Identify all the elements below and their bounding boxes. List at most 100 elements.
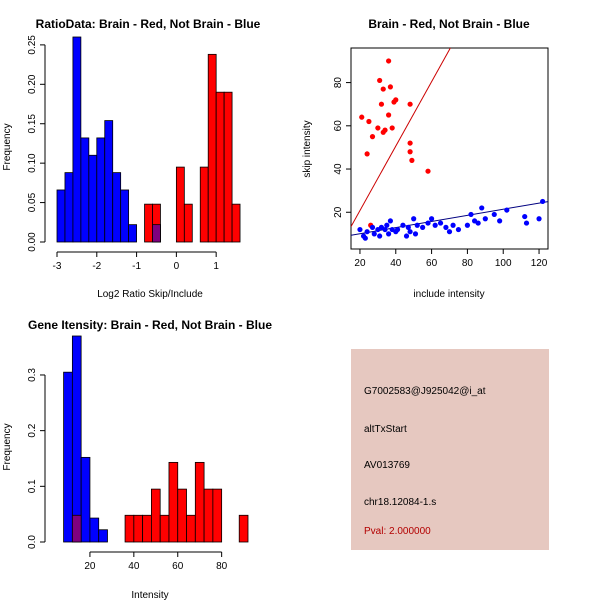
- brain-point: [375, 125, 381, 131]
- not-brain-point: [540, 198, 546, 205]
- y-tick-label: 0.2: [27, 423, 38, 437]
- not-brain-point: [497, 218, 503, 224]
- x-tick-label: 40: [128, 561, 140, 572]
- not-brain-point: [411, 216, 417, 222]
- chart-title: RatioData: Brain - Red, Not Brain - Blue: [36, 17, 261, 31]
- brain-bar: [159, 514, 170, 543]
- brain-point: [409, 157, 415, 163]
- brain-bar: [231, 203, 241, 243]
- info-panel: G7002583@J925042@i_at altTxStart AV01376…: [351, 349, 549, 550]
- not-brain-point: [468, 211, 474, 218]
- not-brain-bar: [80, 456, 91, 543]
- y-tick-label: 0.05: [27, 192, 38, 212]
- y-tick-label: 0.00: [27, 232, 38, 252]
- brain-bar: [142, 514, 152, 543]
- brain-point: [369, 134, 376, 140]
- not-brain-point: [420, 224, 426, 230]
- brain-bar: [151, 488, 161, 543]
- plot-frame: [350, 47, 549, 250]
- not-brain-point: [437, 220, 444, 226]
- y-axis-label: skip intensity: [302, 120, 313, 177]
- not-brain-bar: [104, 120, 114, 243]
- not-brain-point: [443, 224, 449, 230]
- brain-point: [425, 168, 431, 174]
- not-brain-bar: [63, 371, 73, 543]
- not-brain-point: [482, 216, 488, 222]
- not-brain-point: [475, 220, 481, 226]
- not-brain-point: [464, 222, 471, 228]
- brain-fit-line: [351, 48, 451, 227]
- y-tick-label: 20: [333, 206, 344, 218]
- y-tick-label: 0.0: [27, 535, 38, 549]
- brain-point: [377, 77, 383, 84]
- x-tick-label: 20: [84, 561, 96, 572]
- pvalue-text: Pval: 2.000000: [364, 526, 431, 537]
- x-axis-label: Intensity: [131, 590, 168, 600]
- not-brain-point: [504, 207, 510, 213]
- y-axis-label: Frequency: [2, 123, 13, 170]
- not-brain-point: [394, 226, 401, 233]
- not-brain-point: [522, 213, 528, 220]
- y-tick-label: 80: [333, 77, 344, 89]
- brain-point: [389, 125, 395, 131]
- not-brain-point: [479, 205, 485, 211]
- brain-bar: [168, 461, 179, 543]
- not-brain-point: [386, 231, 392, 237]
- x-tick-label: 40: [390, 258, 402, 269]
- not-brain-point: [432, 222, 438, 228]
- not-brain-bar: [64, 172, 74, 243]
- brain-point: [366, 118, 372, 125]
- not-brain-point: [536, 216, 542, 222]
- not-brain-point: [357, 226, 363, 233]
- brain-bar: [203, 488, 214, 543]
- not-brain-point: [450, 222, 456, 228]
- accession-id: AV013769: [364, 460, 410, 471]
- y-axis-label: Frequency: [2, 423, 13, 470]
- y-tick-label: 60: [333, 120, 344, 132]
- y-tick-label: 0.15: [27, 114, 38, 134]
- not-brain-point: [414, 222, 420, 228]
- not-brain-point: [369, 224, 376, 230]
- event-type: altTxStart: [364, 424, 407, 435]
- not-brain-point: [382, 226, 388, 233]
- brain-point: [386, 112, 392, 118]
- not-brain-bar: [112, 172, 122, 243]
- x-tick-label: -1: [132, 261, 141, 272]
- x-tick-label: 1: [213, 261, 219, 272]
- brain-bar: [144, 203, 153, 243]
- x-tick-label: 80: [462, 258, 474, 269]
- brain-point: [359, 114, 365, 120]
- x-tick-label: 120: [531, 258, 548, 269]
- not-brain-point: [362, 235, 368, 241]
- not-brain-bar: [71, 335, 82, 543]
- brain-bar: [183, 203, 193, 243]
- not-brain-point: [387, 218, 393, 224]
- not-brain-point: [400, 222, 406, 228]
- brain-bar: [194, 461, 205, 543]
- x-tick-label: 20: [354, 258, 366, 269]
- x-tick-label: 60: [426, 258, 438, 269]
- not-brain-point: [425, 220, 431, 226]
- not-brain-point: [364, 229, 370, 235]
- brain-bar: [207, 53, 217, 243]
- brain-bar: [199, 166, 209, 243]
- chart-title: Gene Itensity: Brain - Red, Not Brain - …: [28, 318, 272, 332]
- not-brain-point: [428, 216, 435, 222]
- not-brain-point: [455, 226, 462, 233]
- chart-title: Brain - Red, Not Brain - Blue: [368, 17, 530, 31]
- not-brain-point: [377, 233, 383, 239]
- not-brain-point: [403, 233, 410, 239]
- not-brain-point: [384, 222, 390, 228]
- x-tick-label: -3: [53, 261, 62, 272]
- not-brain-bar: [80, 137, 90, 243]
- not-brain-bar: [72, 36, 82, 243]
- x-axis-label: include intensity: [413, 289, 484, 300]
- x-tick-label: -2: [92, 261, 101, 272]
- brain-bar: [186, 514, 196, 543]
- brain-point: [386, 58, 392, 64]
- not-brain-point: [446, 229, 453, 235]
- not-brain-bar: [56, 189, 66, 243]
- y-tick-label: 0.20: [27, 74, 38, 94]
- not-brain-point: [491, 211, 497, 218]
